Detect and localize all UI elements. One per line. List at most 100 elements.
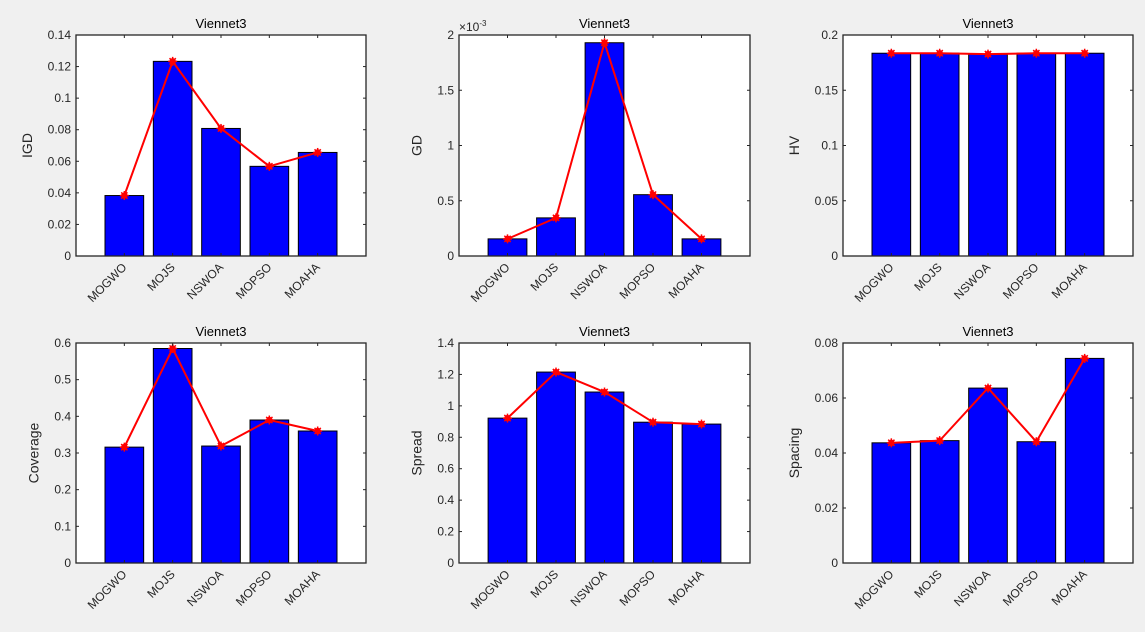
- marker-stroke: [313, 148, 322, 157]
- ytick-label: 0.6: [54, 336, 71, 350]
- bar-mogwo: [104, 446, 145, 564]
- ytick-label: 0.3: [54, 446, 71, 460]
- line-marker-moaha: [313, 147, 323, 157]
- bar-mopso: [249, 165, 290, 257]
- bar-nswoa: [584, 42, 625, 257]
- marker-stroke: [600, 388, 609, 396]
- line-marker-moaha: [1080, 48, 1090, 58]
- marker-stroke: [1032, 438, 1041, 446]
- ytick-label: 2: [447, 28, 454, 42]
- marker-stroke: [503, 414, 512, 422]
- line-marker-nswoa: [600, 387, 609, 397]
- line-marker-mogwo: [503, 234, 512, 244]
- marker-stroke: [697, 420, 706, 428]
- ytick-label: 0.2: [437, 525, 454, 539]
- bar-mojs: [152, 60, 193, 257]
- line-marker-mojs: [935, 48, 945, 58]
- line-marker-mojs: [935, 436, 945, 446]
- ytick-label: 0.8: [437, 430, 454, 444]
- marker-stroke: [503, 235, 512, 243]
- line-marker-mogwo: [886, 438, 896, 448]
- chart-title: Viennet3: [962, 16, 1013, 31]
- marker-stroke: [217, 442, 225, 450]
- ytick-label: 0: [831, 249, 838, 263]
- marker-stroke: [649, 418, 657, 426]
- ytick-label: 1: [447, 399, 454, 413]
- ytick-label: 0.04: [48, 186, 72, 200]
- marker-stroke: [552, 368, 560, 376]
- marker-stroke: [697, 235, 706, 243]
- bar-moaha: [1064, 52, 1105, 257]
- bar-mojs: [919, 440, 960, 564]
- line-marker-mogwo: [503, 413, 512, 423]
- bar-mopso: [1016, 441, 1057, 564]
- y-axis-label: GD: [409, 135, 425, 156]
- chart-title: Viennet3: [579, 16, 630, 31]
- ytick-label: 0.02: [815, 501, 839, 515]
- ytick-label: 0.02: [48, 217, 72, 231]
- ytick-label: 0.15: [815, 83, 839, 97]
- line-marker-nswoa: [983, 49, 993, 59]
- line-marker-moaha: [313, 426, 323, 436]
- marker-stroke: [935, 49, 944, 57]
- marker-stroke: [552, 214, 560, 222]
- ytick-label: 0.2: [54, 483, 71, 497]
- bar-mojs: [536, 371, 576, 564]
- chart-title: Viennet3: [195, 16, 246, 31]
- ytick-label: 0.4: [437, 493, 454, 507]
- marker-stroke: [217, 124, 225, 133]
- ytick-label: 0.08: [48, 123, 72, 137]
- marker-stroke: [265, 162, 274, 171]
- marker-stroke: [168, 57, 177, 66]
- marker-stroke: [120, 191, 129, 200]
- ytick-label: 0.1: [54, 519, 71, 533]
- bar-moaha: [297, 151, 338, 257]
- bar-mojs: [919, 52, 960, 257]
- ytick-label: 0.4: [54, 409, 71, 423]
- marker-stroke: [887, 439, 896, 447]
- line-marker-mogwo: [119, 442, 129, 452]
- y-axis-label: IGD: [19, 133, 35, 158]
- line-marker-mojs: [551, 367, 561, 377]
- bar-nswoa: [201, 445, 241, 564]
- marker-stroke: [1032, 49, 1041, 57]
- marker-stroke: [1080, 49, 1089, 57]
- ytick-label: 1.2: [437, 367, 454, 381]
- marker-stroke: [168, 344, 177, 353]
- ytick-label: 0: [447, 556, 454, 570]
- ytick-label: 0.04: [815, 446, 839, 460]
- line-marker-moaha: [697, 419, 706, 429]
- bar-mogwo: [871, 52, 912, 257]
- marker-stroke: [313, 427, 322, 435]
- line-marker-moaha: [1080, 353, 1090, 363]
- bar-nswoa: [968, 387, 1008, 564]
- ytick-label: 0.14: [48, 28, 72, 42]
- line-marker-nswoa: [600, 38, 609, 48]
- chart-title: Viennet3: [195, 324, 246, 339]
- ytick-label: 0: [64, 556, 71, 570]
- y-axis-label: Spread: [409, 430, 425, 475]
- marker-stroke: [649, 190, 657, 199]
- line-marker-moaha: [697, 234, 706, 244]
- ytick-label: 0.06: [48, 154, 72, 168]
- line-marker-mogwo: [886, 48, 896, 58]
- y-axis-label: Coverage: [26, 422, 42, 483]
- bar-moaha: [297, 430, 338, 564]
- line-marker-mojs: [168, 344, 178, 353]
- bar-mogwo: [871, 442, 912, 564]
- marker-stroke: [120, 443, 129, 451]
- bar-mopso: [1016, 52, 1057, 257]
- bar-mopso: [633, 421, 673, 564]
- line-marker-mopso: [264, 415, 274, 425]
- bar-moaha: [1064, 357, 1105, 564]
- bar-mopso: [633, 194, 673, 257]
- ytick-label: 0.2: [821, 28, 838, 42]
- ytick-label: 0.5: [437, 194, 454, 208]
- line-marker-mopso: [648, 190, 658, 200]
- bar-nswoa: [201, 127, 241, 257]
